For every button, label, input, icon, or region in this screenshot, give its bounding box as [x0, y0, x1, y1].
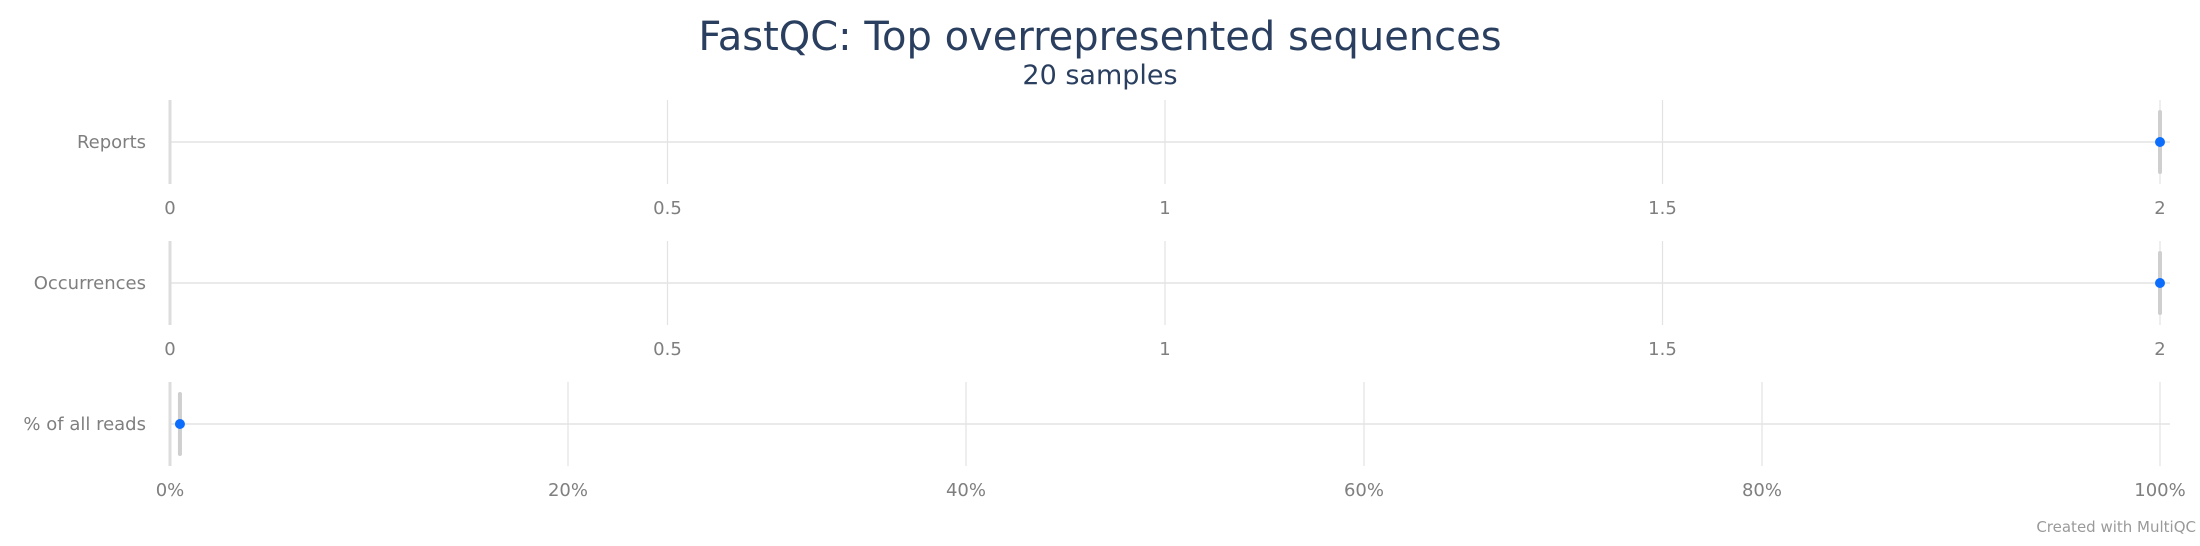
row-label: % of all reads [23, 414, 146, 435]
tick-label: 2 [2154, 198, 2165, 219]
chart-subtitle: 20 samples [1022, 60, 1177, 91]
credit-text[interactable]: Created with MultiQC [2036, 518, 2196, 536]
tick-label: 0.5 [653, 339, 682, 360]
tick-label: 100% [2134, 480, 2185, 501]
data-point [2155, 278, 2165, 288]
chart-title: FastQC: Top overrepresented sequences [698, 14, 1501, 60]
data-point [2155, 137, 2165, 147]
tick-label: 2 [2154, 339, 2165, 360]
tick-label: 20% [548, 480, 588, 501]
tick-label: 1 [1159, 198, 1170, 219]
tick-label: 80% [1742, 480, 1782, 501]
chart-rows: Reports 0 0.5 1 1.5 2 Occurrences 0 0.5 1 1.5 2 % of… [23, 100, 2186, 501]
row-label: Reports [77, 132, 146, 153]
tick-label: 0.5 [653, 198, 682, 219]
tick-label: 1 [1159, 339, 1170, 360]
tick-label: 0% [156, 480, 185, 501]
tick-label: 1.5 [1648, 198, 1677, 219]
tick-label: 0 [164, 198, 175, 219]
row-label: Occurrences [34, 273, 146, 294]
tick-label: 1.5 [1648, 339, 1677, 360]
tick-label: 40% [946, 480, 986, 501]
data-point [174, 419, 185, 429]
tick-label: 0 [164, 339, 175, 360]
tick-label: 60% [1344, 480, 1384, 501]
